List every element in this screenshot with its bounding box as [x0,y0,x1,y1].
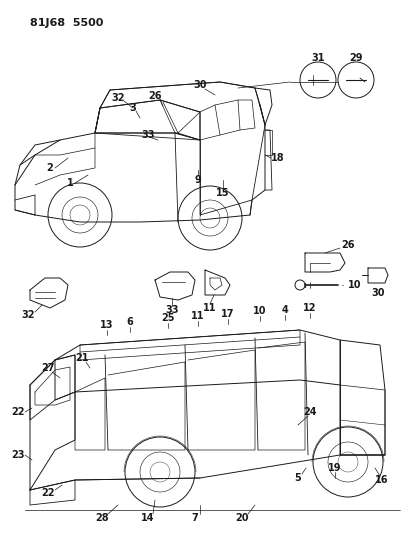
Text: 21: 21 [75,353,89,363]
Text: 30: 30 [371,288,385,298]
Text: 81J68  5500: 81J68 5500 [30,18,103,28]
Text: 15: 15 [216,188,230,198]
Text: 26: 26 [341,240,355,250]
Text: 13: 13 [100,320,114,330]
Text: 7: 7 [192,513,198,523]
Text: 24: 24 [303,407,317,417]
Text: 19: 19 [328,463,342,473]
Text: 23: 23 [11,450,25,460]
Text: 6: 6 [127,317,134,327]
Text: 26: 26 [148,91,162,101]
Text: 10: 10 [253,306,267,316]
Text: 27: 27 [41,363,55,373]
Text: 17: 17 [221,309,235,319]
Text: 29: 29 [349,53,363,63]
Text: 22: 22 [11,407,25,417]
Text: 33: 33 [141,130,155,140]
Text: 1: 1 [67,178,73,188]
Text: 2: 2 [47,163,53,173]
Text: 10: 10 [348,280,361,290]
Text: 22: 22 [41,488,55,498]
Text: 31: 31 [311,53,325,63]
Text: 9: 9 [194,175,201,185]
Text: 28: 28 [95,513,109,523]
Text: 4: 4 [282,305,288,315]
Text: 3: 3 [130,103,136,113]
Text: 16: 16 [375,475,389,485]
Text: 11: 11 [191,311,205,321]
Text: 33: 33 [165,305,179,315]
Text: 30: 30 [193,80,207,90]
Text: 32: 32 [21,310,35,320]
Text: 32: 32 [111,93,125,103]
Text: 14: 14 [141,513,155,523]
Text: 25: 25 [161,313,175,323]
Text: 12: 12 [303,303,317,313]
Text: 20: 20 [235,513,249,523]
Text: 11: 11 [203,303,217,313]
Text: 18: 18 [271,153,285,163]
Text: 5: 5 [295,473,302,483]
